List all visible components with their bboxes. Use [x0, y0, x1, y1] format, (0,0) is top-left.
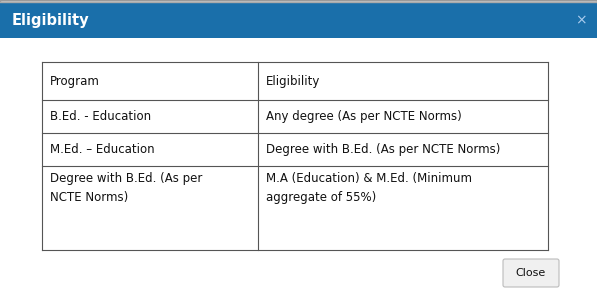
Text: M.A (Education) & M.Ed. (Minimum
aggregate of 55%): M.A (Education) & M.Ed. (Minimum aggrega… — [266, 172, 472, 204]
Text: Degree with B.Ed. (As per NCTE Norms): Degree with B.Ed. (As per NCTE Norms) — [266, 143, 500, 156]
Text: Any degree (As per NCTE Norms): Any degree (As per NCTE Norms) — [266, 110, 461, 123]
Text: Eligibility: Eligibility — [266, 75, 321, 88]
FancyBboxPatch shape — [503, 259, 559, 287]
Text: Degree with B.Ed. (As per
NCTE Norms): Degree with B.Ed. (As per NCTE Norms) — [50, 172, 202, 204]
Bar — [0, 2, 597, 38]
Text: Eligibility: Eligibility — [12, 12, 90, 28]
Bar — [0, 38, 597, 303]
Text: M.Ed. – Education: M.Ed. – Education — [50, 143, 155, 156]
Text: B.Ed. - Education: B.Ed. - Education — [50, 110, 151, 123]
Text: Close: Close — [516, 268, 546, 278]
Text: Program: Program — [50, 75, 100, 88]
Text: ×: × — [576, 13, 587, 27]
